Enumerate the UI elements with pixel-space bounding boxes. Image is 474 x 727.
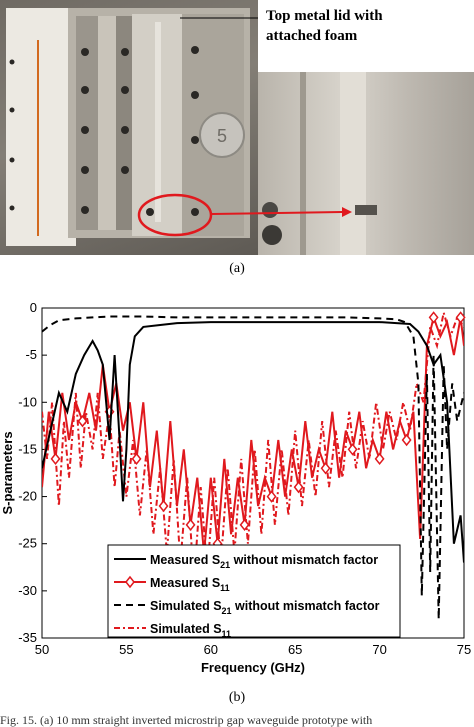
measured-s11-marker <box>347 443 358 456</box>
y-tick-label: -25 <box>18 536 37 551</box>
zoom-arrowhead <box>342 207 352 217</box>
y-tick-label: -15 <box>18 441 37 456</box>
figure-caption-text: Fig. 15. (a) 10 mm straight inverted mic… <box>0 713 373 727</box>
y-tick-label: 0 <box>30 300 37 315</box>
y-tick-label: -10 <box>18 394 37 409</box>
legend-marker <box>125 575 135 589</box>
measured-s11-marker <box>320 462 331 475</box>
x-axis-label: Frequency (GHz) <box>201 660 305 675</box>
y-tick-label: -20 <box>18 489 37 504</box>
measured-s11-marker <box>131 452 142 466</box>
callout-line-1: Top metal lid with <box>266 8 383 24</box>
highlight-ellipse <box>137 193 213 237</box>
callout-label: Top metal lid with attached foam <box>266 6 471 46</box>
measured-s11-marker <box>239 518 250 532</box>
measured-s11-marker <box>77 414 88 428</box>
caption-a: (a) <box>229 261 245 276</box>
legend-label-simulated-s11-line: Simulated S11 <box>150 622 231 639</box>
callout-line-2: attached foam <box>266 28 358 44</box>
legend-label-measured-s21-line: Measured S21 without mismatch factor <box>150 553 378 570</box>
legend-label-simulated-s21-line: Simulated S21 without mismatch factor <box>150 599 380 616</box>
x-tick-label: 60 <box>204 642 218 657</box>
simulated-s11-line <box>42 312 464 582</box>
photo-details: 5 <box>6 8 250 246</box>
x-tick-label: 55 <box>119 642 133 657</box>
plot-frame <box>41 307 465 639</box>
s-parameter-chart: 50 55 60 65 70 75 0 -5 -10 -15 -20 -25 -30 -35 Frequen… <box>0 300 471 675</box>
zoom-arrow <box>211 211 343 215</box>
pin-bed <box>98 16 116 230</box>
x-tick-label: 65 <box>288 642 302 657</box>
zoom-screw <box>262 225 282 245</box>
x-tick-label: 70 <box>372 642 386 657</box>
coin-icon <box>199 112 245 158</box>
groove <box>116 16 132 230</box>
side-rail <box>76 16 98 230</box>
measured-s11-marker <box>185 518 196 532</box>
zoom-gap-slot <box>355 205 377 215</box>
x-tick-label: 50 <box>35 642 49 657</box>
prototype-photo: 5 Top metal lid with attached foam <box>0 0 474 255</box>
zoom-foam-strip <box>340 72 366 255</box>
zoom-screw-2 <box>262 202 278 218</box>
foam-strip <box>155 22 161 222</box>
measured-s11-marker <box>293 480 304 494</box>
callout-background <box>258 0 474 72</box>
caption-b: (b) <box>228 690 246 705</box>
measured-s11-marker <box>401 433 412 447</box>
svg-text:5: 5 <box>217 126 227 146</box>
y-tick-label: -35 <box>18 630 37 645</box>
x-tick-label: 75 <box>457 642 471 657</box>
zoom-details <box>180 15 377 255</box>
simulated-s21-line <box>42 315 464 620</box>
measured-s11-marker <box>428 311 439 324</box>
measured-s11-marker <box>158 499 169 513</box>
y-tick-label: -5 <box>25 347 37 362</box>
legend-box <box>107 544 401 638</box>
y-axis-label: S-parameters <box>0 431 15 514</box>
y-tick-label: -30 <box>18 583 37 598</box>
zoom-groove-left <box>300 72 306 255</box>
legend-label-measured-s11-line: Measured S11 <box>150 576 230 593</box>
screw-holes <box>9 46 199 216</box>
white-substrate <box>6 8 76 246</box>
measured-s21-line <box>42 321 464 563</box>
measured-s11-marker <box>455 311 466 324</box>
measured-s11-marker <box>266 490 277 503</box>
measured-s11-marker <box>374 452 385 466</box>
measured-s11-marker <box>50 452 61 466</box>
